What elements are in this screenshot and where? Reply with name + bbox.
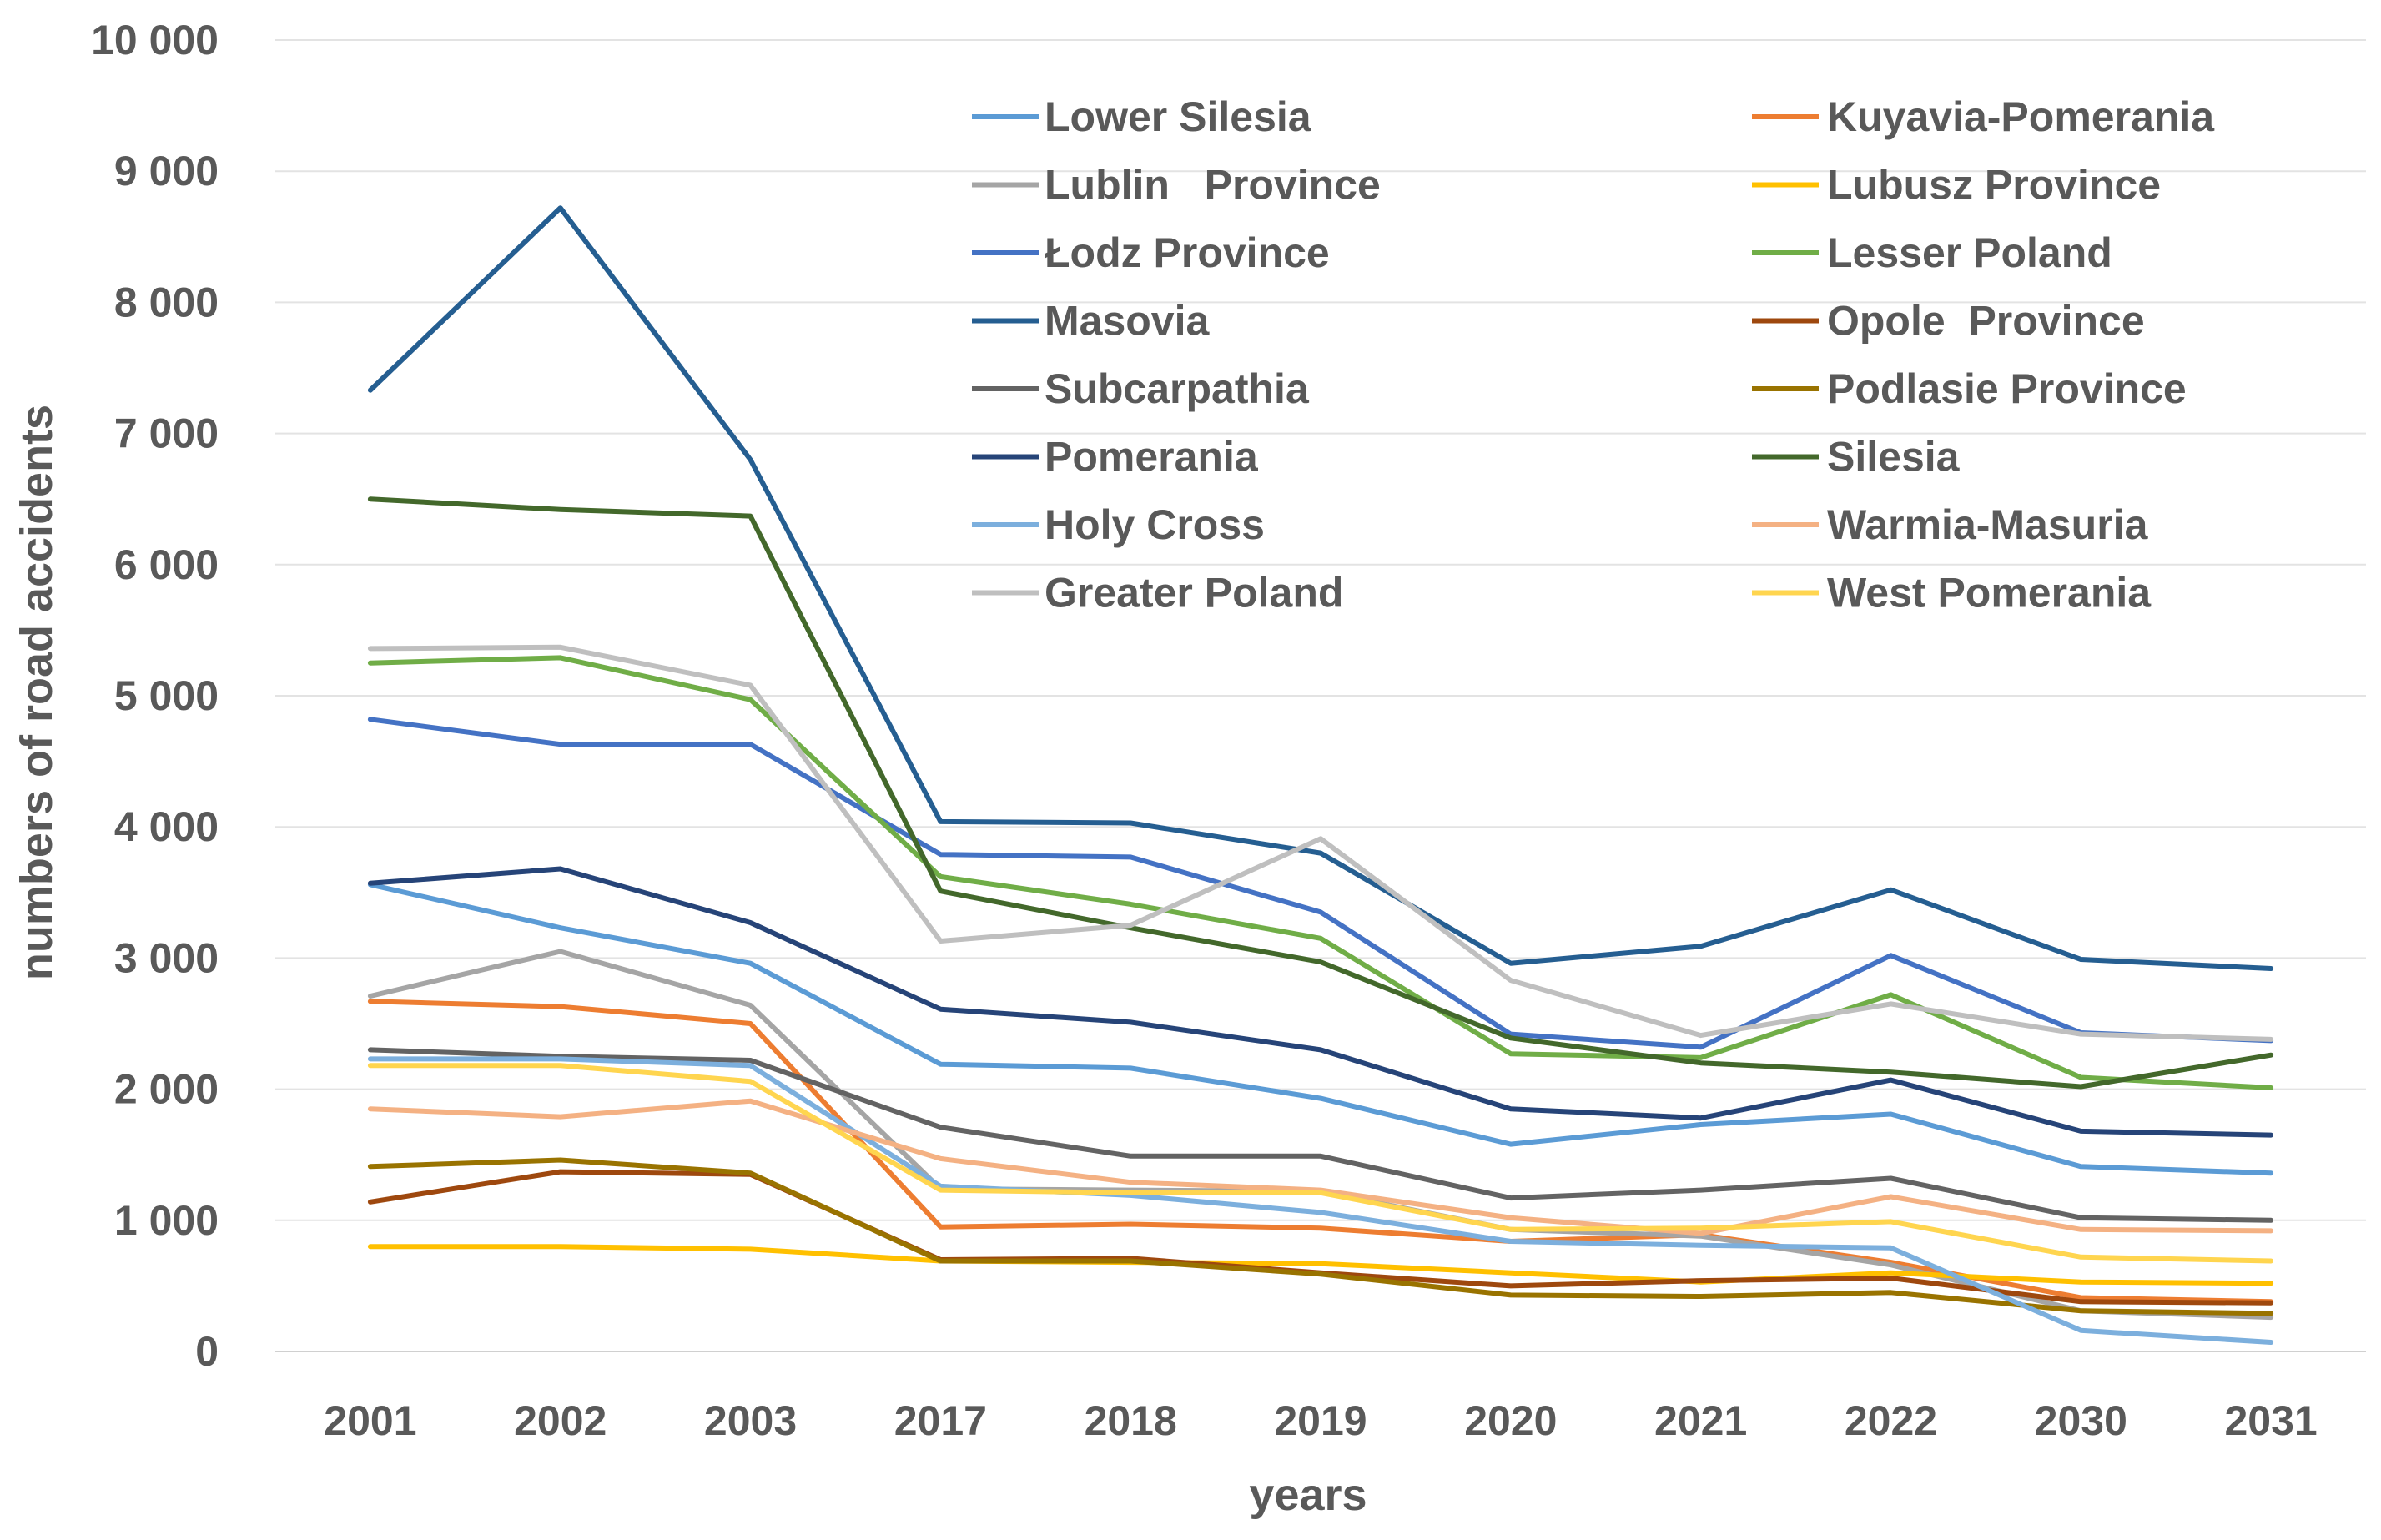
x-tick-label: 2019 <box>1274 1397 1367 1444</box>
x-tick-label: 2018 <box>1085 1397 1177 1444</box>
legend-label: Warmia-Masuria <box>1827 501 2149 548</box>
x-tick-label: 2002 <box>514 1397 607 1444</box>
y-axis-ticks: 0 1 000 2 000 3 000 4 000 5 000 6 000 7 000 8 00… <box>91 17 219 1375</box>
series-line-holy-cross <box>367 1056 2274 1345</box>
series-line-podlasie-province <box>367 1157 2274 1316</box>
legend-item: Lesser Poland <box>1752 229 2112 276</box>
x-tick-label: 2021 <box>1654 1397 1747 1444</box>
legend-label: Masovia <box>1045 298 1211 345</box>
x-axis-title: years <box>1249 1470 1367 1520</box>
legend-label: Łodz Province <box>1045 229 1330 276</box>
legend-item: Silesia <box>1752 434 1961 481</box>
legend-label: Lubusz Province <box>1827 162 2161 209</box>
y-tick-label: 6 000 <box>114 541 219 588</box>
series-layer <box>367 205 2274 1345</box>
legend-item: Opole Province <box>1752 298 2145 345</box>
series-line-lower-silesia <box>367 882 2274 1176</box>
y-tick-label: 0 <box>195 1328 219 1375</box>
legend-label: Silesia <box>1827 434 1961 481</box>
series-line-silesia <box>367 496 2274 1090</box>
x-tick-label: 2022 <box>1845 1397 1937 1444</box>
y-axis-title: numbers of road accidents <box>12 405 62 980</box>
legend-label: Podlasie Province <box>1827 365 2187 412</box>
y-tick-label: 3 000 <box>114 934 219 981</box>
legend: Lower Silesia Kuyavia-Pomerania Lublin Pro… <box>972 93 2215 617</box>
legend-label: Lublin Province <box>1045 162 1381 209</box>
legend-label: Lower Silesia <box>1045 93 1312 140</box>
series-line-greater-poland <box>367 644 2274 1042</box>
series-line-west-pomerania <box>367 1063 2274 1264</box>
legend-item: West Pomerania <box>1752 570 2152 617</box>
y-tick-label: 4 000 <box>114 803 219 850</box>
legend-label: Holy Cross <box>1045 501 1265 548</box>
y-tick-label: 1 000 <box>114 1197 219 1244</box>
legend-label: Greater Poland <box>1045 570 1343 617</box>
x-tick-label: 2001 <box>324 1397 416 1444</box>
series-line-warmia-masuria <box>367 1098 2274 1236</box>
legend-item: Greater Poland <box>972 570 1343 617</box>
x-tick-label: 2031 <box>2224 1397 2317 1444</box>
series-line-masovia <box>367 205 2274 971</box>
y-tick-label: 9 000 <box>114 148 219 194</box>
legend-label: Kuyavia-Pomerania <box>1827 93 2215 140</box>
legend-item: Kuyavia-Pomerania <box>1752 93 2215 140</box>
series-line-lubusz-province <box>367 1244 2274 1286</box>
legend-item: Pomerania <box>972 434 1259 481</box>
legend-item: Subcarpathia <box>972 365 1310 412</box>
series-line-lesser-poland <box>367 655 2274 1090</box>
legend-item: Holy Cross <box>972 501 1265 548</box>
x-axis-ticks: 2001 2002 2003 2017 2018 2019 2020 2021 2022 2030… <box>324 1397 2317 1444</box>
legend-label: Lesser Poland <box>1827 229 2112 276</box>
series-line-pomerania <box>367 866 2274 1138</box>
legend-label: Pomerania <box>1045 434 1259 481</box>
series-line-subcarpathia <box>367 1047 2274 1223</box>
legend-label: Subcarpathia <box>1045 365 1310 412</box>
y-tick-label: 8 000 <box>114 279 219 325</box>
x-tick-label: 2020 <box>1464 1397 1557 1444</box>
y-tick-label: 2 000 <box>114 1066 219 1113</box>
legend-item: Łodz Province <box>972 229 1330 276</box>
y-tick-label: 7 000 <box>114 410 219 457</box>
legend-item: Warmia-Masuria <box>1752 501 2149 548</box>
legend-item: Lublin Province <box>972 162 1381 209</box>
x-tick-label: 2017 <box>894 1397 987 1444</box>
x-tick-label: 2003 <box>704 1397 797 1444</box>
series-line-kuyavia-pomerania <box>367 999 2274 1305</box>
legend-item: Podlasie Province <box>1752 365 2187 412</box>
legend-item: Lubusz Province <box>1752 162 2161 209</box>
x-tick-label: 2030 <box>2035 1397 2127 1444</box>
legend-item: Lower Silesia <box>972 93 1312 140</box>
grid-layer <box>275 39 2366 1352</box>
y-tick-label: 10 000 <box>91 17 219 63</box>
legend-label: Opole Province <box>1827 298 2145 345</box>
series-line-odz-province <box>367 717 2274 1050</box>
legend-label: West Pomerania <box>1827 570 2152 617</box>
y-tick-label: 5 000 <box>114 672 219 719</box>
legend-item: Masovia <box>972 298 1211 345</box>
